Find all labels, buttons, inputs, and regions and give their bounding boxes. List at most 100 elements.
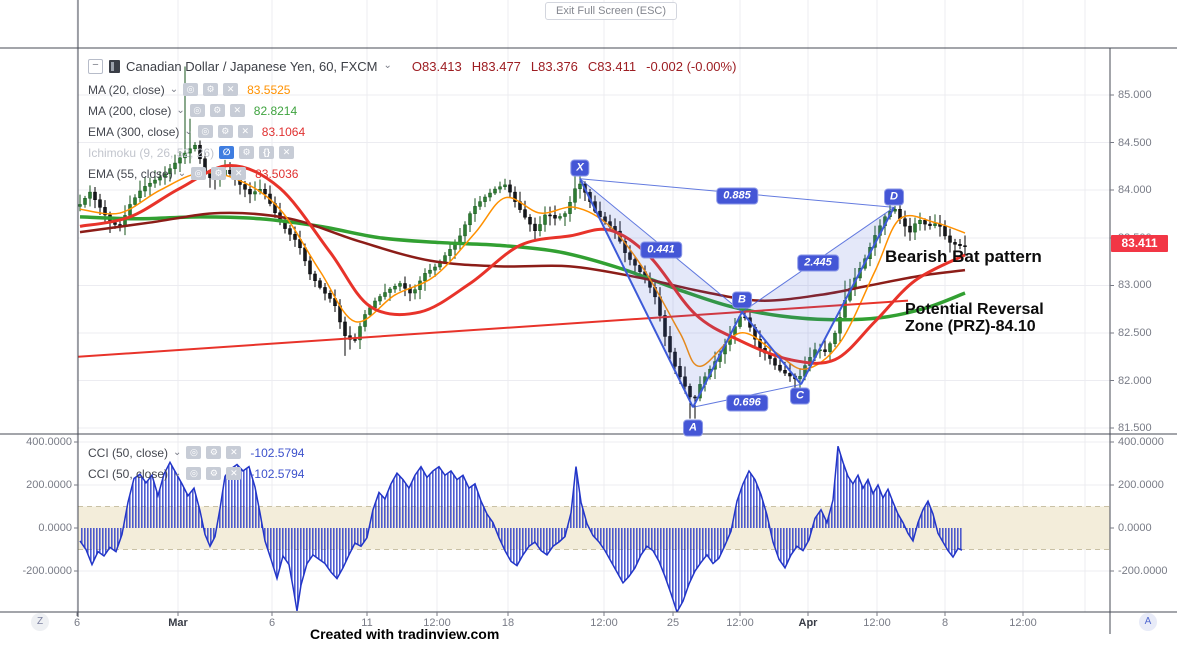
pattern-point-C[interactable]: C <box>790 387 810 405</box>
gear-icon[interactable]: ⚙ <box>209 104 225 117</box>
ma200-line <box>79 215 966 322</box>
eye-icon[interactable]: ◎ <box>191 167 207 180</box>
ma20-line <box>79 171 966 370</box>
price-axis-label: 81.500 <box>1118 422 1152 435</box>
trend-line[interactable] <box>78 299 909 358</box>
close-icon[interactable]: ✕ <box>226 467 242 480</box>
candle <box>953 242 957 245</box>
candle <box>493 188 497 194</box>
close-value: C83.411 <box>587 58 637 74</box>
candle <box>288 228 292 235</box>
cci-axis-label-right: 0.0000 <box>1118 522 1152 534</box>
candle <box>183 152 187 159</box>
candle <box>478 201 482 207</box>
candle <box>933 223 937 226</box>
autoscale-button[interactable]: A <box>1139 613 1157 631</box>
candle <box>558 216 562 219</box>
candle <box>188 148 192 154</box>
candle <box>623 240 627 253</box>
eye-icon[interactable]: ◎ <box>186 467 202 480</box>
symbol-title[interactable]: Canadian Dollar / Japanese Yen, 60, FXCM <box>126 58 378 74</box>
pattern-point-A[interactable]: A <box>683 419 703 437</box>
chevron-down-icon[interactable]: ⌄ <box>383 60 392 71</box>
candle <box>963 245 967 247</box>
eye-icon[interactable]: ◎ <box>197 125 213 138</box>
pattern-ratio-label: 2.445 <box>797 254 839 272</box>
candle <box>668 336 672 353</box>
candle <box>548 214 552 217</box>
chevron-down-icon[interactable]: ⌄ <box>176 104 185 116</box>
change-value: -0.002 (-0.00%) <box>646 58 737 74</box>
close-icon[interactable]: ✕ <box>223 83 239 96</box>
pattern-point-B[interactable]: B <box>732 291 752 309</box>
gear-icon[interactable]: ⚙ <box>206 446 222 459</box>
gear-icon[interactable]: ⚙ <box>211 167 227 180</box>
candle <box>628 252 632 260</box>
candle <box>693 396 697 399</box>
time-axis-label: 12:00 <box>423 617 451 629</box>
candle <box>513 191 517 202</box>
cci-axis-label-right: -200.0000 <box>1118 565 1168 578</box>
candle <box>433 266 437 271</box>
pattern-ratio-label: 0.441 <box>640 241 682 259</box>
eye-icon[interactable]: ◎ <box>189 104 205 117</box>
cci-axis-label-right: 200.0000 <box>1118 478 1164 491</box>
candle <box>78 204 82 207</box>
chart-style-icon[interactable] <box>109 59 120 73</box>
close-icon[interactable]: ✕ <box>231 167 247 180</box>
gear-icon[interactable]: ⚙ <box>239 146 255 159</box>
cci-area <box>80 446 962 612</box>
candle <box>663 315 667 337</box>
close-icon[interactable]: ✕ <box>237 125 253 138</box>
price-axis-label: 84.500 <box>1118 136 1152 149</box>
time-axis-label: 12:00 <box>726 617 754 629</box>
candle <box>113 222 117 225</box>
time-axis-label: 8 <box>941 617 949 629</box>
pattern-point-D[interactable]: D <box>884 188 904 206</box>
braces-icon[interactable]: {} <box>259 146 275 159</box>
candle <box>318 280 322 288</box>
candle <box>538 224 542 232</box>
eye-icon[interactable]: ◎ <box>183 83 199 96</box>
candle <box>683 376 687 387</box>
chevron-down-icon[interactable]: ⌄ <box>184 125 193 137</box>
timezone-button[interactable]: Z <box>31 613 49 631</box>
collapse-pane-icon[interactable]: − <box>88 58 103 74</box>
exit-full-screen-button[interactable]: Exit Full Screen (ESC) <box>545 2 678 20</box>
eye-off-icon[interactable]: ∅ <box>219 146 235 159</box>
candle <box>448 249 452 256</box>
indicator-legend-ema55: EMA (55, close) ⌄ ◎ ⚙ ✕ 83.5036 <box>88 166 299 181</box>
low-value: L83.376 <box>530 58 578 74</box>
chevron-down-icon[interactable]: ⌄ <box>173 467 182 479</box>
pattern-point-X[interactable]: X <box>570 159 590 177</box>
cci-axis-label-left: -200.0000 <box>22 565 72 578</box>
indicator-legend-ema300: EMA (300, close) ⌄ ◎ ⚙ ✕ 83.1064 <box>88 124 306 139</box>
close-icon[interactable]: ✕ <box>279 146 295 159</box>
candle <box>98 199 102 208</box>
candle <box>903 218 907 227</box>
candle <box>358 326 362 341</box>
indicator-value: -102.5794 <box>250 466 305 481</box>
gear-icon[interactable]: ⚙ <box>206 467 222 480</box>
candle <box>243 184 247 190</box>
gear-icon[interactable]: ⚙ <box>203 83 219 96</box>
bearish-bat-pattern-drawing[interactable] <box>579 178 895 408</box>
indicator-legend-ma20: MA (20, close) ⌄ ◎ ⚙ ✕ 83.5525 <box>88 82 291 97</box>
candle <box>83 198 87 205</box>
chevron-down-icon[interactable]: ⌄ <box>169 83 179 95</box>
chevron-down-icon[interactable]: ⌄ <box>177 167 187 179</box>
eye-icon[interactable]: ◎ <box>186 446 202 459</box>
candle <box>523 209 527 218</box>
candle <box>553 215 557 219</box>
prz-annotation: Potential Reversal Zone (PRZ)-84.10 <box>905 301 1044 335</box>
candle <box>323 287 327 294</box>
close-icon[interactable]: ✕ <box>229 104 245 117</box>
high-value: H83.477 <box>471 58 521 74</box>
close-icon[interactable]: ✕ <box>226 446 242 459</box>
chevron-down-icon[interactable]: ⌄ <box>173 446 182 458</box>
candle <box>168 168 172 174</box>
gear-icon[interactable]: ⚙ <box>217 125 233 138</box>
candle <box>943 226 947 237</box>
